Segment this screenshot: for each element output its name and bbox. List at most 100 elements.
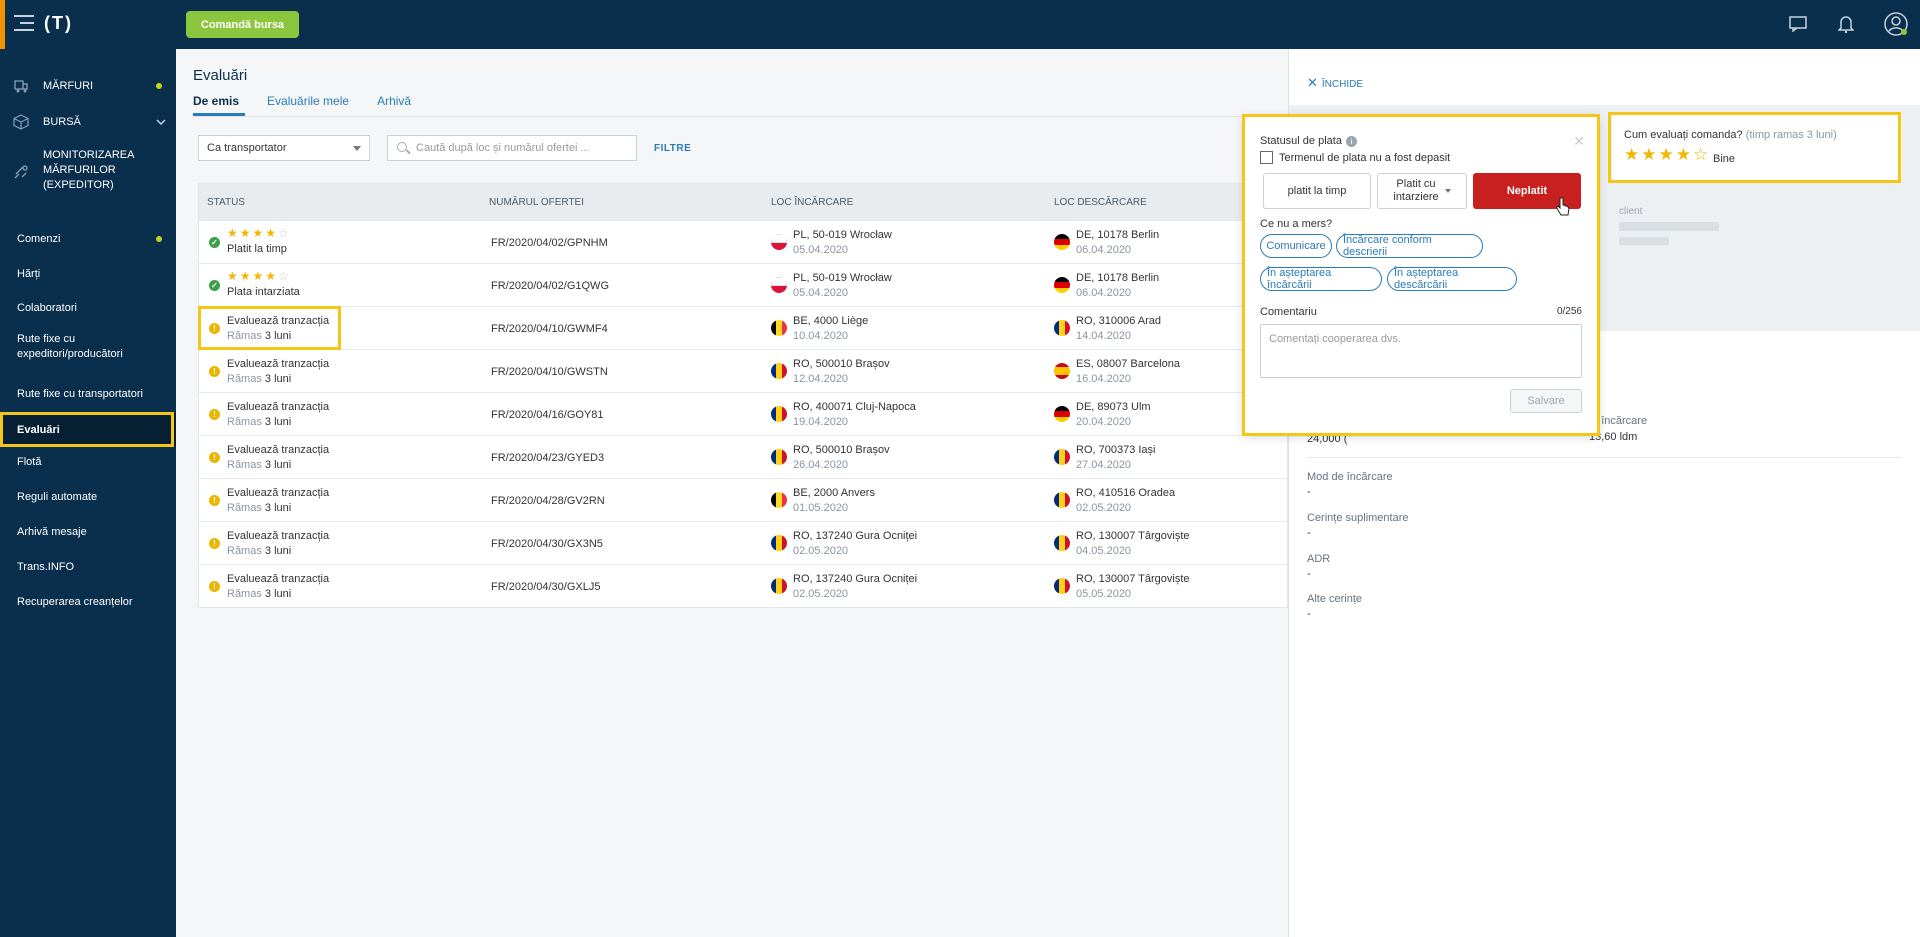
table-row[interactable]: ! Evaluează tranzacția Rămas 3 luni FR/2…	[199, 392, 1287, 435]
loading-place: BE, 2000 Anvers 01.05.2020	[793, 487, 875, 514]
sidebar: Mărfuri Bursă Monitorizarea mărfurilor (…	[0, 49, 176, 937]
rating-label: Bine	[1713, 153, 1736, 165]
star-outline-icon[interactable]: ☆	[1693, 145, 1711, 164]
evaluations-table: Status Numărul ofertei Loc încărcare Loc…	[198, 183, 1288, 608]
rating-stars[interactable]: ★★★★☆	[1624, 145, 1710, 165]
blurred-client-detail	[1619, 237, 1669, 245]
status-text[interactable]: Evaluează tranzacția	[227, 530, 330, 542]
adr-label: ADR	[1307, 553, 1331, 565]
paid-on-time-button[interactable]: platit la timp	[1263, 173, 1371, 209]
main-content: Evaluări De emis Evaluările mele Arhivă …	[176, 49, 1288, 937]
chevron-down-icon[interactable]	[152, 113, 170, 131]
notification-dot	[156, 236, 162, 242]
sidebar-item-evaluari[interactable]: Evaluări	[0, 413, 176, 447]
star-icon[interactable]: ★	[1675, 145, 1693, 164]
tab-arhiva[interactable]: Arhivă	[377, 94, 412, 108]
sidebar-item-recuperare[interactable]: Recuperarea creanțelor	[17, 595, 133, 608]
status-text[interactable]: Evaluează tranzacția	[227, 358, 330, 370]
table-row[interactable]: ! Evaluează tranzacția Rămas 3 luni FR/2…	[199, 349, 1287, 392]
table-row[interactable]: ! Evaluează tranzacția Rămas 3 luni FR/2…	[199, 435, 1287, 478]
extra-requirements-value: -	[1307, 527, 1311, 539]
save-button[interactable]: Salvare	[1510, 389, 1582, 413]
issue-chip-asteptare-descarcare[interactable]: În așteptarea descărcării	[1387, 267, 1517, 291]
unloading-place: RO, 130007 Târgoviște 05.05.2020	[1076, 573, 1190, 600]
status-text[interactable]: Evaluează tranzacția	[227, 487, 330, 499]
flag-icon	[771, 492, 787, 508]
payment-status-popup: Statusul de plata i ✕ Termenul de plata n…	[1245, 117, 1597, 433]
sidebar-item-rute-expeditori[interactable]: Rute fixe cu expeditori/producători	[17, 333, 123, 360]
sidebar-item-rute-transportatori[interactable]: Rute fixe cu transportatori	[17, 387, 143, 400]
issue-chip-asteptare-incarcare[interactable]: În așteptarea încărcării	[1260, 267, 1382, 291]
sidebar-item-colaboratori[interactable]: Colaboratori	[17, 301, 77, 314]
check-icon: ✓	[209, 237, 220, 248]
logo[interactable]: (T)	[44, 13, 73, 33]
flag-icon	[771, 277, 787, 293]
chat-icon[interactable]	[1787, 13, 1809, 35]
unloading-place: DE, 10178 Berlin 06.04.2020	[1076, 272, 1160, 299]
close-panel-button[interactable]: ✕ Închide	[1307, 75, 1364, 90]
status-text[interactable]: Evaluează tranzacția	[227, 315, 330, 327]
column-header: Status	[207, 197, 245, 208]
highlight-frame	[0, 412, 174, 447]
remaining-time: Rămas 3 luni	[227, 373, 292, 385]
bell-icon[interactable]	[1835, 13, 1857, 35]
sidebar-item-bursa[interactable]: Bursă	[0, 112, 176, 132]
filters-link[interactable]: FILTRE	[654, 143, 692, 154]
offer-number: FR/2020/04/28/GV2RN	[491, 495, 605, 507]
sidebar-item-arhiva[interactable]: Arhivă mesaje	[17, 525, 87, 538]
star-icon[interactable]: ★	[1624, 145, 1642, 164]
flag-icon	[1054, 449, 1070, 465]
paid-late-dropdown[interactable]: Platit cu intarziere	[1377, 173, 1467, 209]
close-icon: ✕	[1307, 75, 1318, 90]
evaluation-card: Cum evaluați comanda? (timp ramas 3 luni…	[1612, 114, 1902, 182]
star-icon[interactable]: ★	[1641, 145, 1659, 164]
table-row[interactable]: ! Evaluează tranzacția Rămas 3 luni FR/2…	[199, 521, 1287, 564]
close-icon[interactable]: ✕	[1573, 133, 1585, 149]
issue-chip-comunicare[interactable]: Comunicare	[1260, 234, 1332, 258]
status-text[interactable]: Evaluează tranzacția	[227, 401, 330, 413]
sidebar-item-monitorizare[interactable]: Monitorizarea mărfurilor (expeditor)	[0, 148, 176, 196]
status-text: Platit la timp	[227, 243, 287, 255]
offer-number: FR/2020/04/23/GYED3	[491, 452, 605, 464]
unloading-place: DE, 10178 Berlin 06.04.2020	[1076, 229, 1160, 256]
table-row[interactable]: ! Evaluează tranzacția Rămas 3 luni FR/2…	[199, 564, 1287, 607]
status-text[interactable]: Evaluează tranzacția	[227, 573, 330, 585]
checkbox[interactable]	[1260, 151, 1273, 164]
menu-icon[interactable]	[14, 15, 34, 31]
flag-icon	[1054, 406, 1070, 422]
role-select[interactable]: Ca transportator	[198, 135, 370, 161]
loading-mode-value: -	[1307, 486, 1311, 498]
tab-de-emis[interactable]: De emis	[193, 94, 246, 116]
command-exchange-button[interactable]: Comandă bursa	[186, 11, 299, 38]
hand-cursor-icon	[1555, 197, 1571, 222]
issue-chip-incarcare[interactable]: Încărcare conform descrierii	[1336, 234, 1483, 258]
sidebar-item-flota[interactable]: Flotă	[17, 455, 42, 468]
star-icon[interactable]: ★	[1658, 145, 1676, 164]
comment-textarea[interactable]: Comentați cooperarea dvs.	[1260, 324, 1582, 378]
table-row[interactable]: ✓ ★★★★☆ Platit la timp FR/2020/04/02/GPN…	[199, 220, 1287, 263]
sidebar-item-comenzi[interactable]: Comenzi	[0, 229, 176, 249]
sidebar-item-reguli[interactable]: Reguli automate	[17, 490, 98, 503]
loading-place: RO, 500010 Brașov 12.04.2020	[793, 358, 890, 385]
tab-evaluarile-mele[interactable]: Evaluările mele	[267, 94, 350, 108]
other-requirements-value: -	[1307, 608, 1311, 620]
table-row[interactable]: ! Evaluează tranzacția Rămas 3 luni FR/2…	[199, 306, 1287, 349]
search-input[interactable]: Caută după loc și numărul ofertei ...	[387, 135, 637, 161]
table-row[interactable]: ! Evaluează tranzacția Rămas 3 luni FR/2…	[199, 478, 1287, 521]
extra-requirements-label: Cerințe suplimentare	[1307, 512, 1409, 524]
warning-icon: !	[209, 366, 220, 377]
table-row[interactable]: ✓ ★★★★☆ Plata intarziata FR/2020/04/02/G…	[199, 263, 1287, 306]
user-icon[interactable]	[1883, 11, 1909, 37]
satellite-icon	[12, 163, 30, 181]
adr-value: -	[1307, 568, 1311, 580]
sidebar-item-marfuri[interactable]: Mărfuri	[0, 76, 176, 96]
sidebar-item-harti[interactable]: Hărți	[17, 267, 41, 280]
flag-icon	[1054, 363, 1070, 379]
flag-icon	[1054, 320, 1070, 336]
loading-place: RO, 137240 Gura Ocniței 02.05.2020	[793, 573, 918, 600]
payment-term-checkbox[interactable]: Termenul de plata nu a fost depasit	[1260, 151, 1450, 164]
info-icon[interactable]: i	[1345, 135, 1357, 147]
sidebar-item-transinfo[interactable]: Trans.INFO	[17, 560, 75, 573]
status-text[interactable]: Evaluează tranzacția	[227, 444, 330, 456]
loading-place: RO, 400071 Cluj-Napoca 19.04.2020	[793, 401, 916, 428]
